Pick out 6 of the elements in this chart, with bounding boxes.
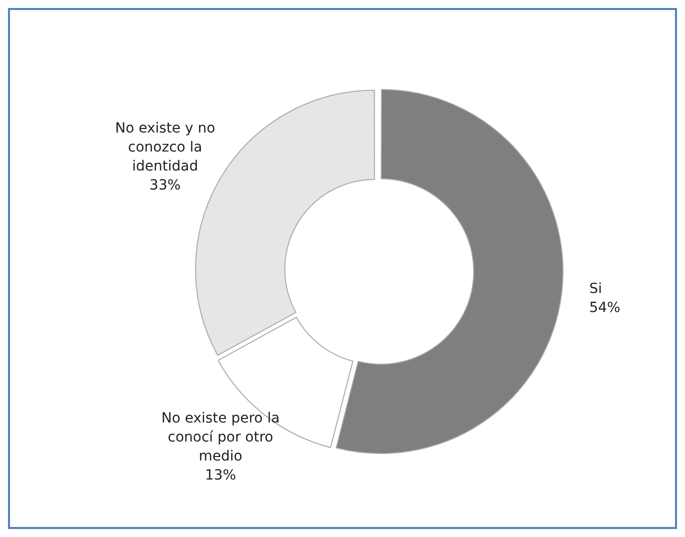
slice-label: Si — [589, 281, 602, 298]
slice-label: No existe y no conozco la identidad — [115, 120, 216, 174]
slice-label: No existe pero la conocí por otro medio — [161, 410, 280, 465]
data-label: 33% — [150, 177, 181, 194]
data-label: 54% — [589, 300, 620, 316]
data-label: 13% — [204, 468, 236, 484]
